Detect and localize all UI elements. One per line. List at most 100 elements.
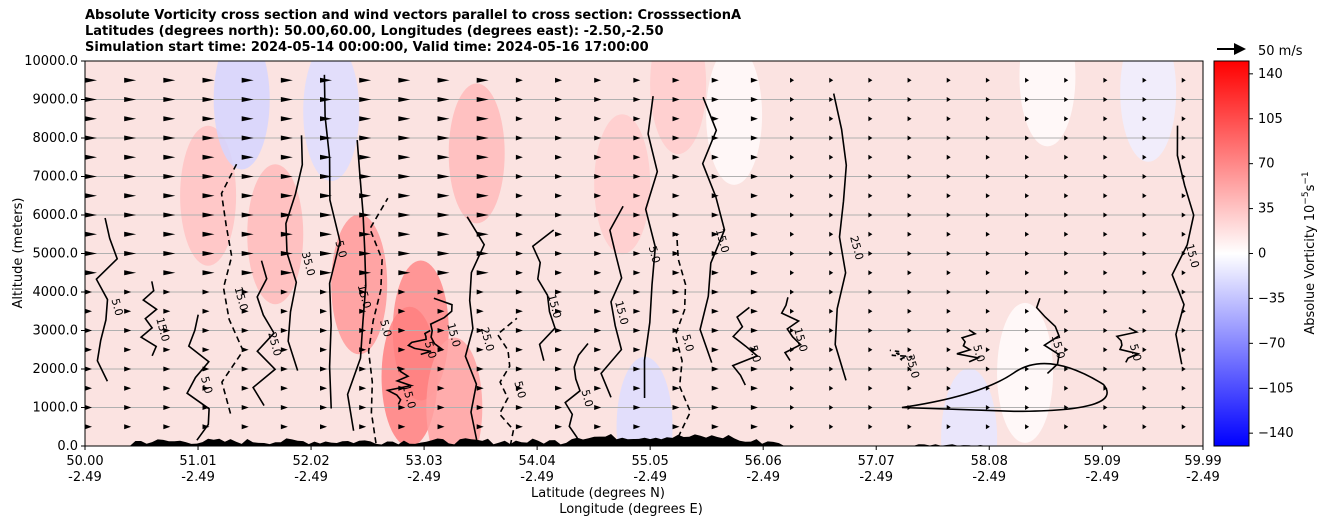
wind-vector-arrow xyxy=(163,174,176,179)
wind-vector-arrow xyxy=(515,385,523,391)
wind-vector-arrow xyxy=(163,97,176,102)
wind-vector-arrow xyxy=(202,270,215,276)
wind-vector-arrow xyxy=(476,135,489,141)
wind-vector-arrow xyxy=(868,308,873,314)
wind-vector-arrow xyxy=(711,366,719,372)
colorbar-tick-label: 70 xyxy=(1258,157,1275,172)
wind-vector-arrow xyxy=(202,289,210,295)
wind-vector-arrow xyxy=(124,424,132,430)
wind-vector-arrow xyxy=(359,231,372,237)
wind-vector-arrow xyxy=(868,116,873,122)
x-tick-label-lon: -2.49 xyxy=(407,470,441,485)
wind-vector-arrow xyxy=(750,212,758,218)
wind-vector-arrow xyxy=(1142,251,1147,256)
x-tick-label-lon: -2.49 xyxy=(746,470,780,485)
wind-vector-arrow xyxy=(711,135,719,141)
wind-vector-arrow xyxy=(946,385,951,391)
wind-vector-arrow xyxy=(985,212,990,218)
wind-vector-arrow xyxy=(594,212,602,218)
wind-vector-arrow xyxy=(124,193,137,199)
wind-vectors xyxy=(85,77,1186,430)
contour-line xyxy=(252,260,277,406)
wind-vector-arrow xyxy=(85,270,97,276)
contour-labels: 5.0 15.0 5.0 15.0 25.0 35.0 5.0 15.0 5.0 15.0 5.0 1… xyxy=(108,227,1201,410)
wind-vector-arrow xyxy=(241,212,254,218)
contour-line xyxy=(643,95,659,398)
wind-vector-arrow xyxy=(985,366,990,372)
wind-vector-arrow xyxy=(515,251,523,256)
contour-label: 35.0 xyxy=(299,250,318,277)
wind-vector-arrow xyxy=(515,212,523,218)
wind-vector-arrow xyxy=(594,308,602,314)
wind-vector-arrow xyxy=(437,366,445,372)
y-tick-label: 10000.0 xyxy=(24,54,78,69)
wind-vector-arrow xyxy=(320,366,328,372)
wind-vector-arrow xyxy=(359,328,367,333)
wind-vector-arrow xyxy=(515,405,523,410)
wind-vector-arrow xyxy=(672,270,680,276)
wind-vector-arrow xyxy=(868,328,873,333)
wind-vector-arrow xyxy=(359,116,372,122)
wind-vector-arrow xyxy=(868,97,873,102)
wind-vector-arrow xyxy=(476,193,489,199)
contour-line xyxy=(1035,297,1060,375)
contour-label: 5.0 xyxy=(646,244,663,264)
wind-vector-arrow xyxy=(398,366,406,372)
wind-vector-arrow xyxy=(829,424,834,430)
x-tick-label-lat: 57.07 xyxy=(858,454,895,469)
wind-vector-arrow xyxy=(750,174,758,179)
wind-vector-arrow xyxy=(907,212,912,218)
wind-vector-arrow xyxy=(320,135,333,141)
y-tick-label: 7000.0 xyxy=(33,170,79,185)
wind-vector-arrow xyxy=(868,231,873,237)
wind-vector-arrow xyxy=(1181,251,1186,256)
contour-line xyxy=(406,329,432,356)
wind-vector-arrow xyxy=(320,116,333,122)
wind-vector-arrow xyxy=(1064,174,1069,179)
wind-vector-arrow xyxy=(594,154,602,160)
wind-vector-arrow xyxy=(985,135,990,141)
y-tick-label: 5000.0 xyxy=(33,247,79,262)
contour-label: 15.0 xyxy=(545,293,564,320)
wind-vector-arrow xyxy=(711,385,719,391)
wind-vector-arrow xyxy=(750,231,758,237)
contour-label: 15.0 xyxy=(444,322,463,349)
wind-vector-arrow xyxy=(280,328,288,333)
wind-vector-arrow xyxy=(790,270,795,276)
wind-vector-arrow xyxy=(124,231,137,237)
wind-vector-arrow xyxy=(829,347,834,353)
wind-vector-arrow xyxy=(790,97,795,102)
wind-vector-arrow xyxy=(1103,135,1108,141)
wind-vector-arrow xyxy=(202,231,215,237)
wind-vector-arrow xyxy=(280,97,293,102)
wind-vector-arrow xyxy=(1142,193,1147,199)
wind-vector-arrow xyxy=(437,347,445,353)
wind-vector-arrow xyxy=(1064,77,1069,83)
wind-vector-arrow xyxy=(555,270,563,276)
wind-vector-arrow xyxy=(241,270,254,276)
wind-vector-arrow xyxy=(398,212,411,218)
wind-vector-arrow xyxy=(241,193,254,199)
colorbar-tick-label: −35 xyxy=(1258,291,1285,306)
wind-vector-arrow xyxy=(633,385,641,391)
wind-vector-arrow xyxy=(241,289,249,295)
wind-vector-arrow xyxy=(202,347,210,353)
wind-vector-arrow xyxy=(280,405,288,410)
wind-vector-arrow xyxy=(241,116,254,122)
wind-vector-arrow xyxy=(868,251,873,256)
wind-vector-arrow xyxy=(594,174,602,179)
wind-vector-arrow xyxy=(946,308,951,314)
wind-vector-arrow xyxy=(1142,135,1147,141)
wind-vector-arrow xyxy=(398,77,411,83)
x-tick-label-lon: -2.49 xyxy=(181,470,215,485)
y-tick-label: 8000.0 xyxy=(33,131,79,146)
wind-vector-arrow xyxy=(1064,424,1069,430)
wind-vector-arrow xyxy=(124,366,132,372)
wind-vector-arrow xyxy=(711,424,719,430)
contour-line xyxy=(956,329,981,363)
wind-vector-arrow xyxy=(1181,116,1186,122)
wind-vector-arrow xyxy=(868,135,873,141)
wind-vector-arrow xyxy=(280,193,293,199)
wind-vector-arrow xyxy=(437,251,450,256)
contour-line xyxy=(139,281,158,357)
